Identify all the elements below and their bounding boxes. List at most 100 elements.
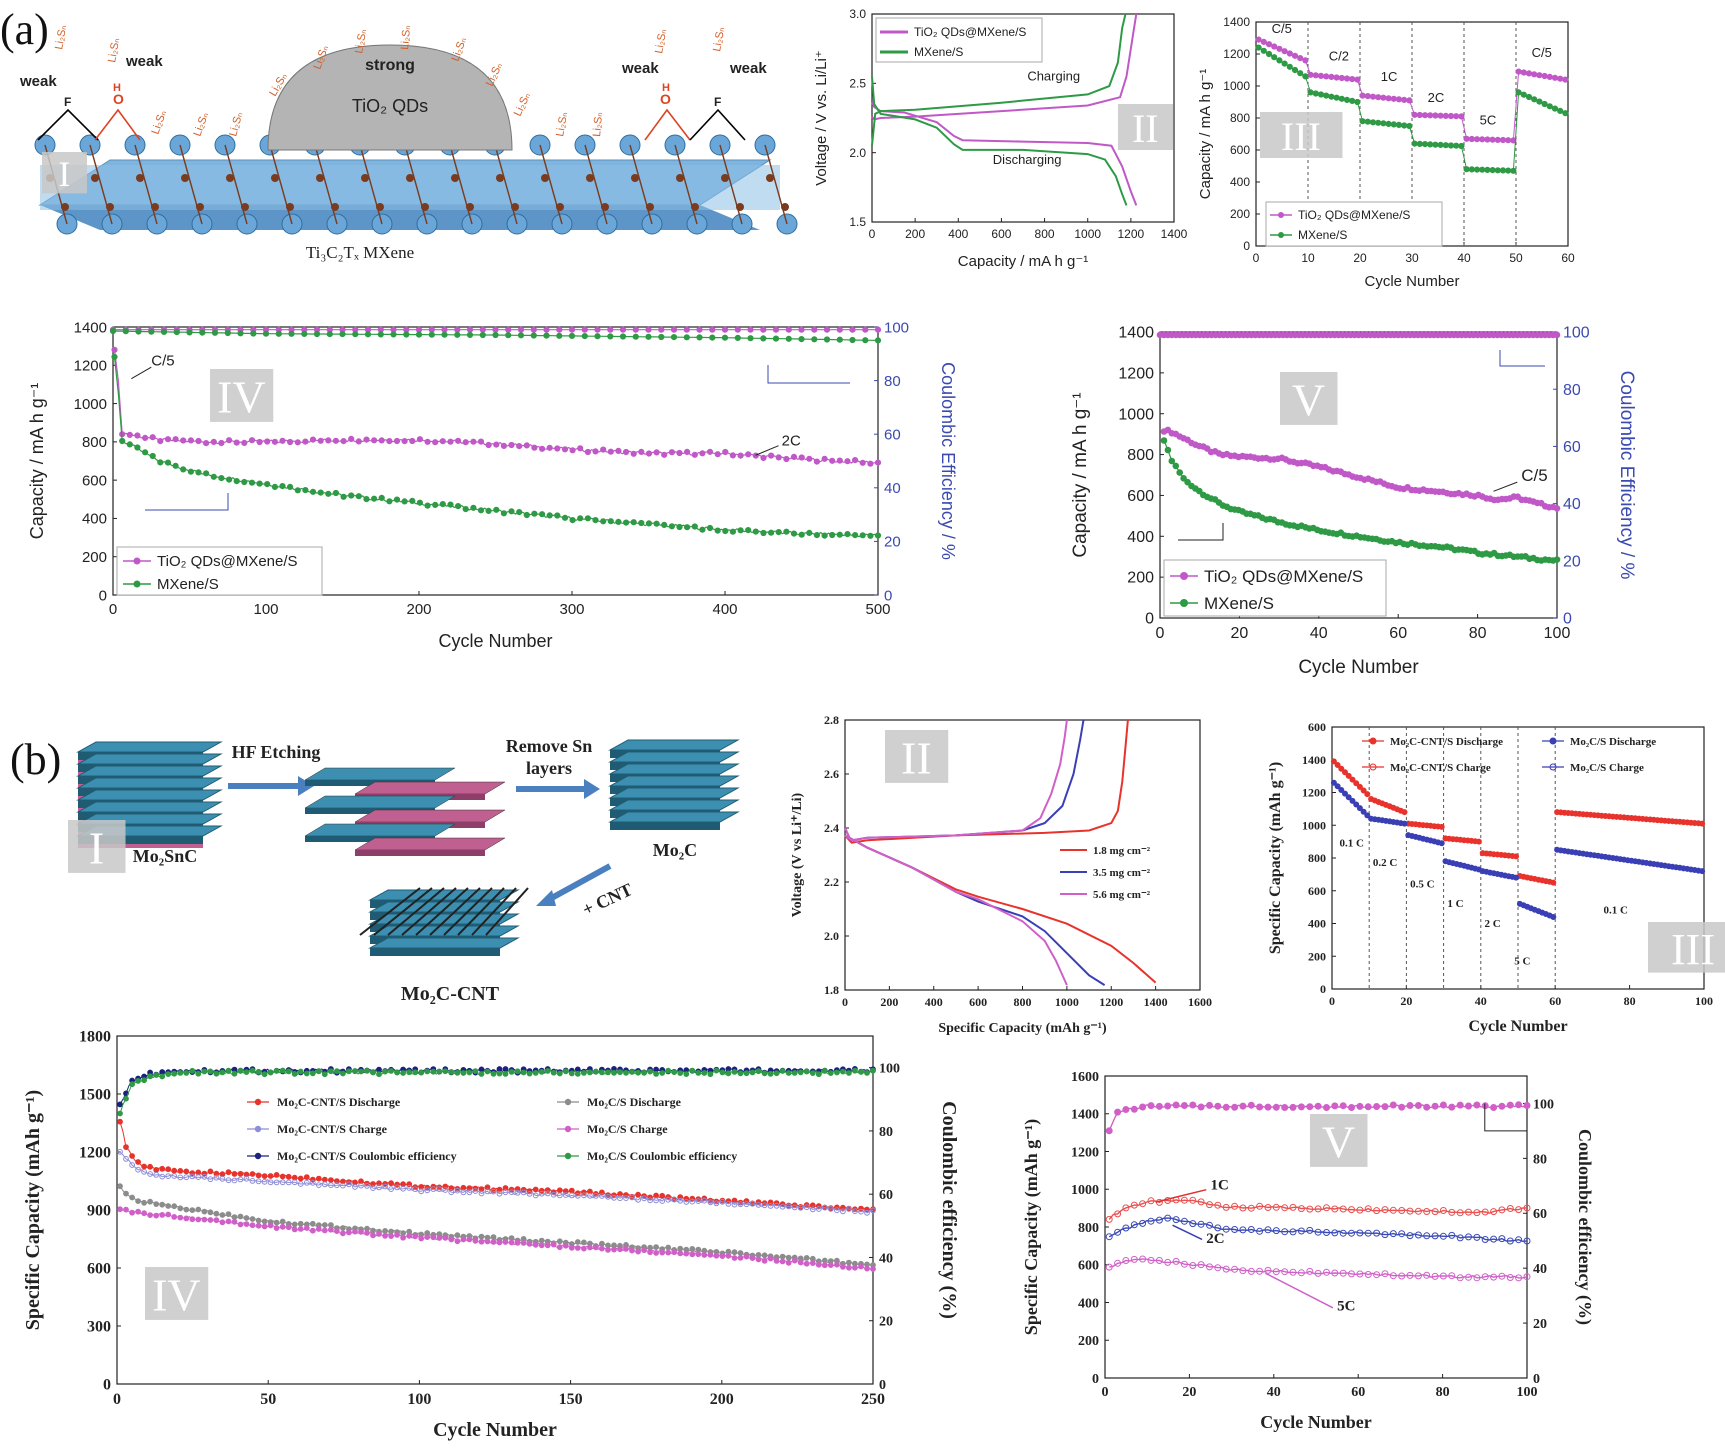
capacity-point [126,431,133,438]
capacity-point [821,455,828,462]
capacity-point [635,1248,641,1255]
ce-point [1490,1104,1498,1111]
capacity-point [462,439,469,446]
ce-point [1381,1103,1389,1111]
x-tick-label: 50 [260,1391,276,1408]
capacity-point [1197,1261,1205,1269]
capacity-point [183,1174,190,1181]
ce-point [543,332,550,339]
capacity-point [249,1222,256,1229]
capacity-point [189,1173,196,1180]
rate-point [1360,787,1367,794]
capacity-point [859,532,866,539]
capacity-point [1381,1206,1389,1214]
x-tick-label: 800 [1014,995,1032,1009]
capacity-point [1506,1274,1514,1281]
capacity-point [273,1219,280,1226]
y-tick-label: 1400 [1223,15,1250,29]
capacity-point [470,504,477,511]
ce-point [430,1068,437,1075]
capacity-point [165,1211,172,1218]
capacity-point [852,457,859,464]
ce-point [852,1067,858,1074]
rate-point [1406,122,1413,130]
y2-tick-label: 60 [1563,439,1581,456]
capacity-point [1465,1273,1472,1281]
capacity-point [568,1244,575,1251]
y2-tick-label: 20 [1563,553,1581,570]
capacity-point [213,1174,220,1181]
capacity-point [514,1189,521,1196]
ce-point [1465,1102,1472,1110]
rate-point [1307,89,1314,96]
capacity-point [378,437,385,444]
capacity-point [249,1216,256,1222]
capacity-point [600,518,607,525]
capacity-point [653,1197,659,1204]
ce-point [785,1070,792,1076]
ce-point [183,1070,190,1076]
capacity-point [615,447,622,454]
capacity-point [424,1187,431,1194]
capacity-point [568,1187,575,1194]
x-tick-label: 50 [1509,251,1523,265]
roman-badge [1260,112,1343,158]
capacity-point [1348,1229,1355,1237]
capacity-point [1523,1204,1531,1212]
capacity-point [1231,1202,1239,1210]
capacity-point [502,1189,509,1196]
axis-arrow-right [767,365,850,384]
capacity-point [508,1239,515,1246]
capacity-point [332,437,339,444]
capacity-point [665,1249,672,1256]
rate-point [1473,136,1481,143]
capacity-point [1139,1200,1147,1208]
capacity-point [846,1264,852,1271]
y2-tick-label: 20 [1533,1317,1547,1332]
ce-point [479,331,486,339]
capacity-point [165,1173,172,1179]
capacity-point [424,502,431,509]
ce-point [492,326,499,333]
capacity-point [454,1238,461,1245]
capacity-point [264,438,271,445]
capacity-point [722,527,729,535]
capacity-point [1172,1257,1180,1265]
rate-point [1375,94,1382,101]
capacity-point [141,1168,148,1175]
capacity-point [1164,1258,1172,1266]
mxene-caption: Ti₃C₂Tₓ MXene [306,243,414,262]
capacity-point [775,454,782,461]
y2-axis-label: Coulombic efficiency (%) [1574,1129,1595,1325]
capacity-point [665,1196,672,1203]
y-axis-label: Capacity / mA h g⁻¹ [1070,392,1091,557]
capacity-point [520,1189,527,1196]
capacity-point [584,448,592,456]
legend-marker [1369,763,1377,771]
capacity-point [255,1217,262,1224]
rate-point [1385,95,1392,102]
capacity-point [358,1182,364,1189]
capacity-point [315,1175,322,1182]
capacity-point [593,1244,599,1251]
ce-point [1130,1105,1138,1113]
capacity-point [1180,1260,1188,1268]
capacity-point [870,1207,876,1214]
cnt-tube [373,887,433,936]
rate-point [1281,60,1288,67]
capacity-point [400,1234,407,1241]
ce-point [388,1068,395,1074]
x-axis-label: Cycle Number [1364,273,1459,290]
capacity-point [719,1253,726,1259]
capacity-point [1105,1233,1113,1241]
ce-point [249,1067,256,1074]
capacity-point [412,1186,419,1193]
ce-point [472,1068,479,1074]
annotation-c5: C/5 [151,352,174,369]
capacity-point [846,1259,852,1266]
ce-point [275,330,282,337]
capacity-point [526,1191,533,1197]
capacity-point [294,487,301,494]
ce-point [147,1073,154,1080]
ce-point [1331,1102,1339,1110]
